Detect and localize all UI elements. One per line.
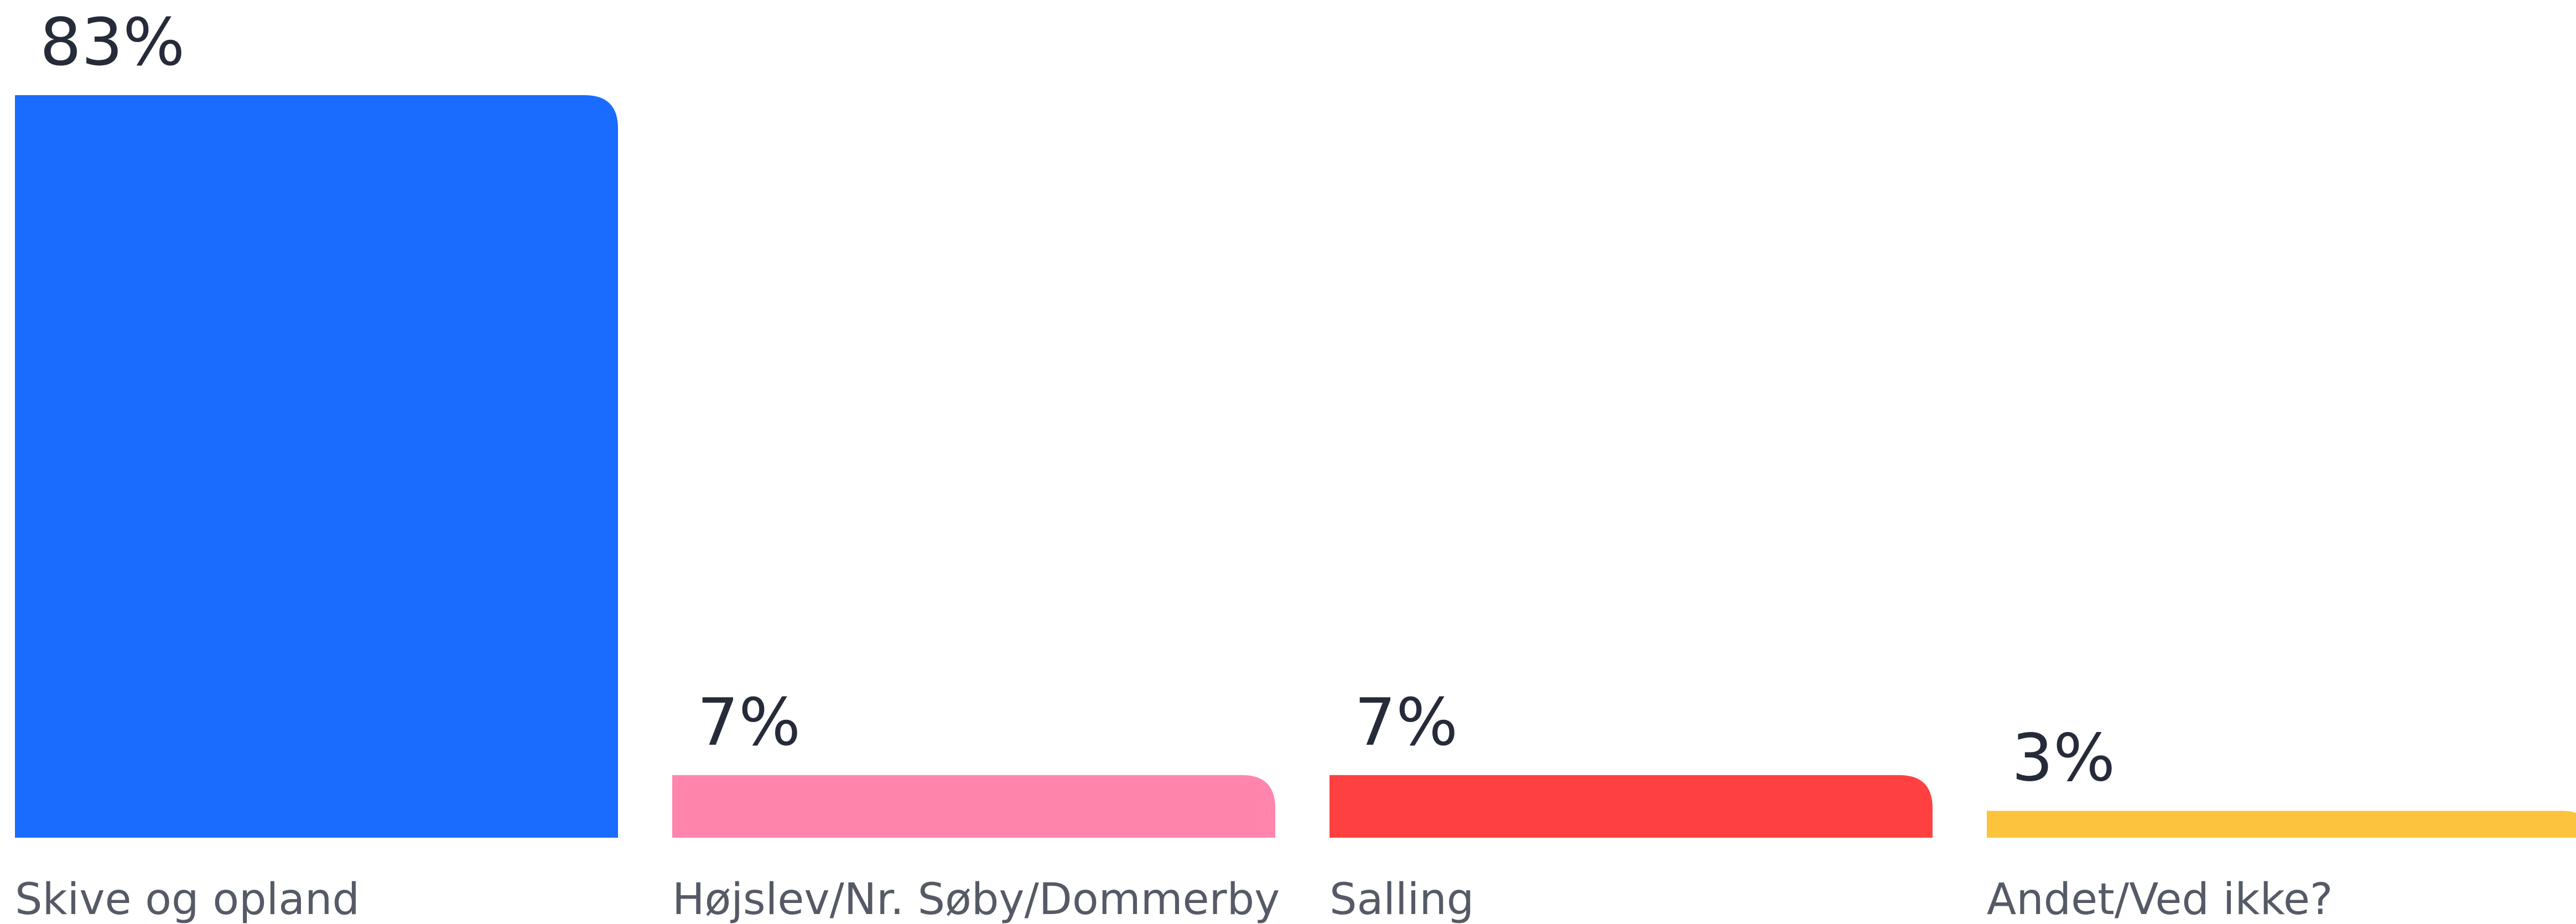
category-label: Andet/Ved ikke? <box>1987 875 2333 924</box>
bar <box>15 95 618 838</box>
category-label: Skive og opland <box>15 875 360 924</box>
value-label: 7% <box>697 684 801 760</box>
value-label: 83% <box>40 4 185 80</box>
bar <box>1987 811 2576 838</box>
bar <box>1329 775 1933 838</box>
value-label: 7% <box>1354 684 1458 760</box>
value-label: 3% <box>2012 719 2115 796</box>
category-label: Højslev/Nr. Søby/Dommerby <box>672 875 1280 924</box>
category-label: Salling <box>1329 875 1474 924</box>
bar <box>672 775 1275 838</box>
